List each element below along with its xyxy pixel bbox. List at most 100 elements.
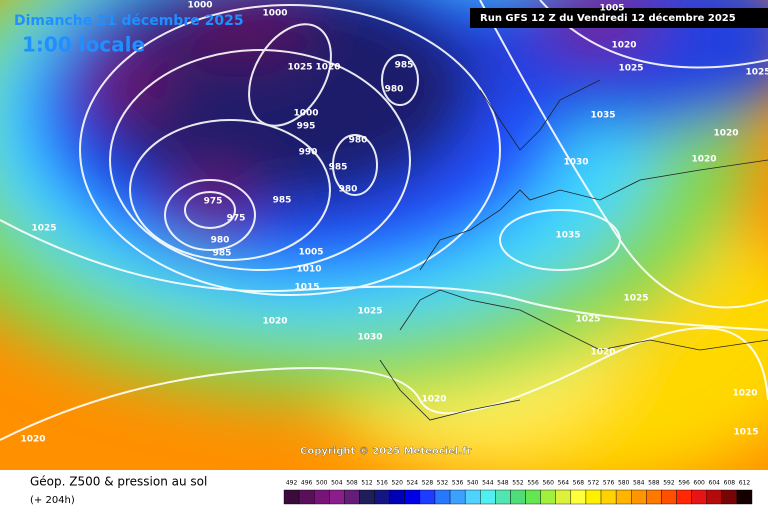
legend-label: 512: [361, 480, 373, 487]
isobar-label: 1020: [315, 63, 340, 73]
legend-swatch: [540, 489, 556, 505]
legend-swatch: [585, 489, 602, 505]
isobars: [0, 0, 768, 441]
isobar-label: 1010: [296, 265, 321, 275]
legend-swatch: [298, 489, 315, 505]
isobar-label: 975: [204, 197, 223, 207]
legend-swatch: [480, 489, 496, 505]
isobar-label: 980: [339, 185, 358, 195]
legend-swatch: [434, 489, 451, 505]
legend-label: 600: [693, 480, 705, 487]
legend-swatch: [736, 489, 753, 505]
isobar-label: 1030: [357, 333, 382, 343]
legend-label: 612: [739, 480, 751, 487]
isobar-label: 1020: [732, 389, 757, 399]
legend-label: 508: [346, 480, 358, 487]
isobar-label: 1000: [293, 109, 318, 119]
legend-label: 548: [497, 480, 509, 487]
legend-label: 540: [467, 480, 479, 487]
legend-label: 572: [588, 480, 600, 487]
legend-label: 516: [376, 480, 388, 487]
legend-label: 532: [437, 480, 449, 487]
isobar-label: 1005: [298, 248, 323, 258]
isobar-label: 1035: [590, 111, 615, 121]
legend-swatch: [600, 489, 617, 505]
isobar-label: 980: [211, 236, 230, 246]
isobar-label: 985: [329, 163, 348, 173]
isobar-label: 1025: [575, 315, 600, 325]
legend-label: 580: [618, 480, 630, 487]
legend-swatch: [283, 489, 300, 505]
legend-swatch: [510, 489, 526, 505]
isobar-label: 1015: [733, 428, 758, 438]
isobar-label: 1025: [618, 64, 643, 74]
isobar-label: 1020: [691, 155, 716, 165]
isobar-label: 1020: [421, 395, 446, 405]
legend-swatch: [646, 489, 662, 505]
legend-label: 556: [527, 480, 539, 487]
legend-swatch: [555, 489, 572, 505]
isobar-label: 1020: [713, 129, 738, 139]
legend-label: 560: [542, 480, 554, 487]
isobar-label: 1000: [262, 9, 287, 19]
isobar-label: 1030: [563, 158, 588, 168]
legend-swatch: [359, 489, 375, 505]
isobar-label: 1020: [20, 435, 45, 445]
legend-swatch: [495, 489, 511, 505]
legend-swatch: [464, 489, 481, 505]
isobar-label: 995: [297, 122, 316, 132]
isobar-label: 1000: [187, 1, 212, 11]
isobar-label: 1025: [31, 224, 56, 234]
legend-label: 500: [316, 480, 328, 487]
run: Run GFS 12 Z du Vendredi 12 décembre 202…: [480, 12, 736, 24]
isobar-label: 1020: [611, 41, 636, 51]
coastlines: [379, 79, 768, 421]
isobar-label: 1025: [357, 307, 382, 317]
isobar-label: 1020: [590, 348, 615, 358]
date: Dimanche 21 décembre 2025: [14, 13, 244, 29]
legend-label: 504: [331, 480, 343, 487]
legend-label: 608: [724, 480, 736, 487]
legend-label: 568: [573, 480, 585, 487]
isobar-label: 975: [227, 214, 246, 224]
legend-swatch: [721, 489, 738, 505]
legend-label: 528: [422, 480, 434, 487]
legend-label: 592: [663, 480, 675, 487]
legend-label: 552: [512, 480, 524, 487]
legend-swatch: [661, 489, 677, 505]
legend-label: 492: [286, 480, 298, 487]
legend-label: 520: [391, 480, 403, 487]
isobar-label: 1020: [262, 317, 287, 327]
legend-label: 584: [633, 480, 645, 487]
lead-time: (+ 204h): [30, 495, 75, 506]
legend-swatch: [706, 489, 723, 505]
isobar-label: 1025: [287, 63, 312, 73]
isobar-label: 1015: [294, 283, 319, 293]
isobar-label: 980: [385, 85, 404, 95]
legend-swatch: [389, 489, 405, 505]
legend-swatch: [329, 489, 345, 505]
legend-label: 588: [648, 480, 660, 487]
legend-label: 576: [603, 480, 615, 487]
legend-swatch: [676, 489, 692, 505]
legend-swatch: [631, 489, 647, 505]
legend-swatch: [313, 489, 330, 505]
copyright: Copyright © 2025 Meteociel.fr: [300, 446, 471, 457]
legend-label: 496: [301, 480, 313, 487]
legend-label: 604: [709, 480, 721, 487]
isobar-label: 1035: [555, 231, 580, 241]
isobar-label: 1025: [745, 68, 768, 78]
legend-label: 524: [407, 480, 419, 487]
isobar-label: 985: [273, 196, 292, 206]
isobar-label: 1005: [599, 4, 624, 14]
legend-label: 596: [678, 480, 690, 487]
legend-label: 544: [482, 480, 494, 487]
legend-label: 536: [452, 480, 464, 487]
legend-swatch: [525, 489, 541, 505]
footer-title: Géop. Z500 & pression au sol: [30, 475, 207, 489]
isobar-label: 985: [213, 249, 232, 259]
legend-label: 564: [558, 480, 570, 487]
legend-swatch: [691, 489, 707, 505]
